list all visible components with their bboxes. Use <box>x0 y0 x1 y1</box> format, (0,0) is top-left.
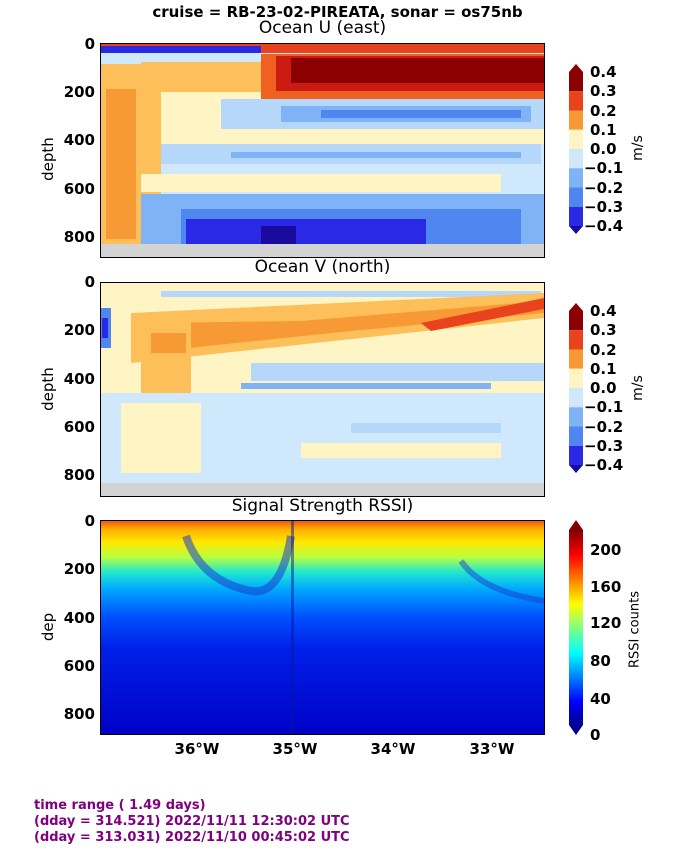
panel-rssi-ytick: 800 <box>63 705 95 723</box>
panel-v-cbtick: −0.1 <box>584 398 624 416</box>
panel-u-plot <box>100 43 545 258</box>
time-range-footer: time range ( 1.49 days) (dday = 314.521)… <box>34 798 350 846</box>
panel-v-ytick: 200 <box>63 321 95 339</box>
panel-u-cbtick: 0.1 <box>590 121 617 139</box>
panel-u-colorbar <box>569 64 583 234</box>
panel-v-ytick: 0 <box>84 273 95 291</box>
footer-start-time: (dday = 313.031) 2022/11/10 00:45:02 UTC <box>34 830 350 845</box>
panel-v-cbtick: 0.4 <box>590 302 617 320</box>
panel-rssi-ytick: 400 <box>63 609 95 627</box>
panel-u-ytick: 200 <box>63 83 95 101</box>
panel-rssi-cblabel: RSSI counts <box>627 591 643 668</box>
figure-suptitle: cruise = RB-23-02-PIREATA, sonar = os75n… <box>152 3 523 21</box>
panel-v-cbtick: 0.1 <box>590 360 617 378</box>
footer-end-time: (dday = 314.521) 2022/11/11 12:30:02 UTC <box>34 814 350 829</box>
panel-v-cbtick: −0.4 <box>584 456 624 474</box>
panel-rssi-colorbar <box>569 520 583 735</box>
panel-v-cblabel: m/s <box>630 375 646 401</box>
xtick-label: 34°W <box>370 740 416 758</box>
panel-u-cbtick: 0.4 <box>590 63 617 81</box>
panel-rssi-cbtick: 200 <box>590 541 622 559</box>
panel-rssi-cbtick: 40 <box>590 690 611 708</box>
panel-rssi-cbtick: 120 <box>590 614 622 632</box>
panel-rssi-cbtick: 0 <box>590 726 601 744</box>
xtick-label: 35°W <box>272 740 318 758</box>
panel-v-cbtick: 0.2 <box>590 341 617 359</box>
panel-v-colorbar <box>569 303 583 473</box>
panel-u-ytick: 600 <box>63 180 95 198</box>
panel-rssi-ylabel: dep <box>39 612 57 642</box>
panel-rssi-field <box>101 521 544 734</box>
panel-u-cbtick: −0.3 <box>584 198 624 216</box>
panel-u-cbtick: −0.2 <box>584 179 624 197</box>
panel-v-title: Ocean V (north) <box>254 257 391 277</box>
panel-rssi-ytick: 600 <box>63 657 95 675</box>
panel-u-field <box>101 44 544 257</box>
panel-v-cbtick: 0.3 <box>590 321 617 339</box>
panel-u-cbtick: 0.3 <box>590 82 617 100</box>
panel-rssi-cbtick: 160 <box>590 578 622 596</box>
panel-u-cbtick: −0.4 <box>584 217 624 235</box>
panel-v-cbtick: −0.3 <box>584 437 624 455</box>
panel-u-title: Ocean U (east) <box>258 18 387 38</box>
panel-v-ytick: 600 <box>63 418 95 436</box>
footer-time-range: time range ( 1.49 days) <box>34 798 206 813</box>
panel-v-ytick: 800 <box>63 466 95 484</box>
panel-v-cbtick: −0.2 <box>584 418 624 436</box>
panel-u-cblabel: m/s <box>630 135 646 161</box>
panel-v-field <box>101 283 544 496</box>
xtick-label: 33°W <box>469 740 515 758</box>
panel-v-ylabel: depth <box>39 367 57 411</box>
panel-u-cbtick: 0.2 <box>590 102 617 120</box>
panel-u-cbtick: −0.1 <box>584 159 624 177</box>
panel-v-ytick: 400 <box>63 370 95 388</box>
panel-u-ytick: 800 <box>63 228 95 246</box>
panel-rssi-ytick: 0 <box>84 512 95 530</box>
panel-rssi-cbtick: 80 <box>590 652 611 670</box>
xtick-label: 36°W <box>174 740 220 758</box>
panel-u-cbtick: 0.0 <box>590 140 617 158</box>
panel-v-plot <box>100 282 545 497</box>
panel-rssi-plot <box>100 520 545 735</box>
panel-rssi-ytick: 200 <box>63 560 95 578</box>
panel-rssi-title: Signal Strength RSSI) <box>231 496 414 516</box>
panel-u-ytick: 400 <box>63 131 95 149</box>
panel-v-cbtick: 0.0 <box>590 379 617 397</box>
panel-u-ytick: 0 <box>84 35 95 53</box>
